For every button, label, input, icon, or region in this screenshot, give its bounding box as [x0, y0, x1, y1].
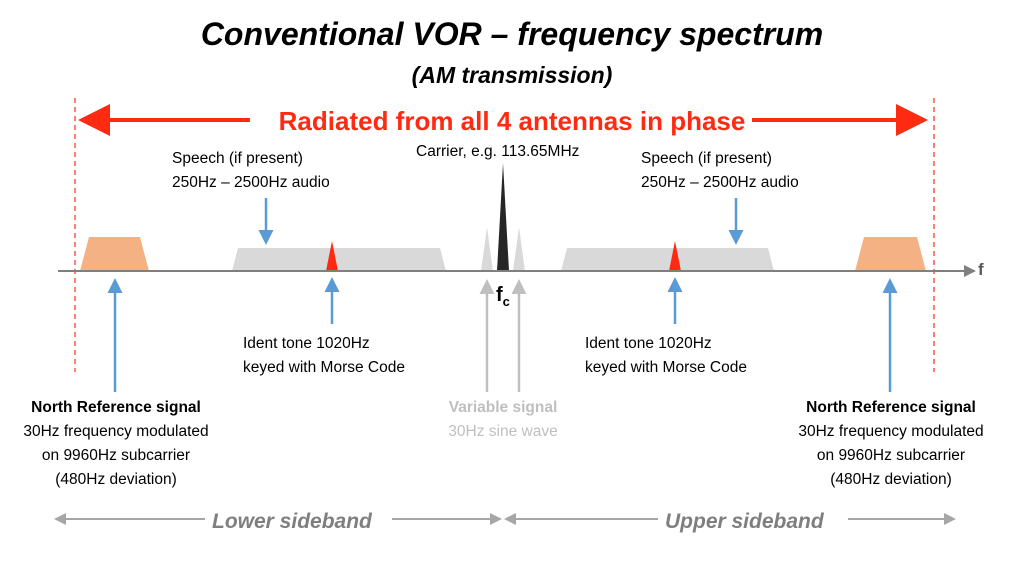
variable-peak-left — [481, 227, 493, 271]
north-label-right: North Reference signal 30Hz frequency mo… — [774, 396, 1008, 492]
north-right-line1: 30Hz frequency modulated — [798, 423, 984, 440]
speech-left-line2: 250Hz – 2500Hz audio — [172, 174, 330, 191]
north-reference-block-left — [80, 237, 149, 271]
north-reference-block-right — [855, 237, 926, 271]
ident-peak-right — [669, 241, 681, 271]
speech-band-right — [561, 248, 774, 271]
diagram-subtitle: (AM transmission) — [411, 62, 613, 88]
north-left-title: North Reference signal — [31, 399, 201, 416]
ident-left-line2: keyed with Morse Code — [243, 359, 405, 376]
speech-label-left: Speech (if present) 250Hz – 2500Hz audio — [172, 147, 330, 195]
ident-right-line1: Ident tone 1020Hz — [585, 335, 712, 352]
fc-sub: c — [502, 294, 510, 309]
carrier-frequency-label: fc — [496, 284, 510, 309]
lower-sideband-label: Lower sideband — [212, 510, 372, 533]
north-left-line3: (480Hz deviation) — [55, 471, 177, 488]
north-label-left: North Reference signal 30Hz frequency mo… — [0, 396, 232, 492]
speech-left-line1: Speech (if present) — [172, 150, 303, 167]
upper-sideband-label: Upper sideband — [665, 510, 824, 533]
speech-right-line2: 250Hz – 2500Hz audio — [641, 174, 799, 191]
radiated-banner: Radiated from all 4 antennas in phase — [278, 106, 746, 136]
speech-right-line1: Speech (if present) — [641, 150, 772, 167]
axis-label: f — [978, 260, 984, 279]
carrier-peak — [497, 163, 509, 271]
north-left-line2: on 9960Hz subcarrier — [41, 447, 191, 464]
ident-peak-left — [326, 241, 338, 271]
diagram-title: Conventional VOR – frequency spectrum — [200, 16, 824, 52]
fc-main: f — [496, 284, 503, 306]
variable-line1: Variable signal — [448, 399, 558, 416]
carrier-label: Carrier, e.g. 113.65MHz — [416, 143, 580, 160]
variable-peak-right — [513, 227, 525, 271]
ident-right-line2: keyed with Morse Code — [585, 359, 747, 376]
north-right-title: North Reference signal — [806, 399, 976, 416]
variable-line2: 30Hz sine wave — [448, 423, 558, 440]
speech-label-right: Speech (if present) 250Hz – 2500Hz audio — [641, 147, 799, 195]
north-right-line2: on 9960Hz subcarrier — [816, 447, 966, 464]
ident-label-left: Ident tone 1020Hz keyed with Morse Code — [243, 332, 405, 380]
north-left-line1: 30Hz frequency modulated — [23, 423, 209, 440]
north-right-line3: (480Hz deviation) — [830, 471, 952, 488]
ident-left-line1: Ident tone 1020Hz — [243, 335, 370, 352]
variable-label: Variable signal 30Hz sine wave — [423, 396, 583, 444]
speech-band-left — [232, 248, 446, 271]
ident-label-right: Ident tone 1020Hz keyed with Morse Code — [585, 332, 747, 380]
